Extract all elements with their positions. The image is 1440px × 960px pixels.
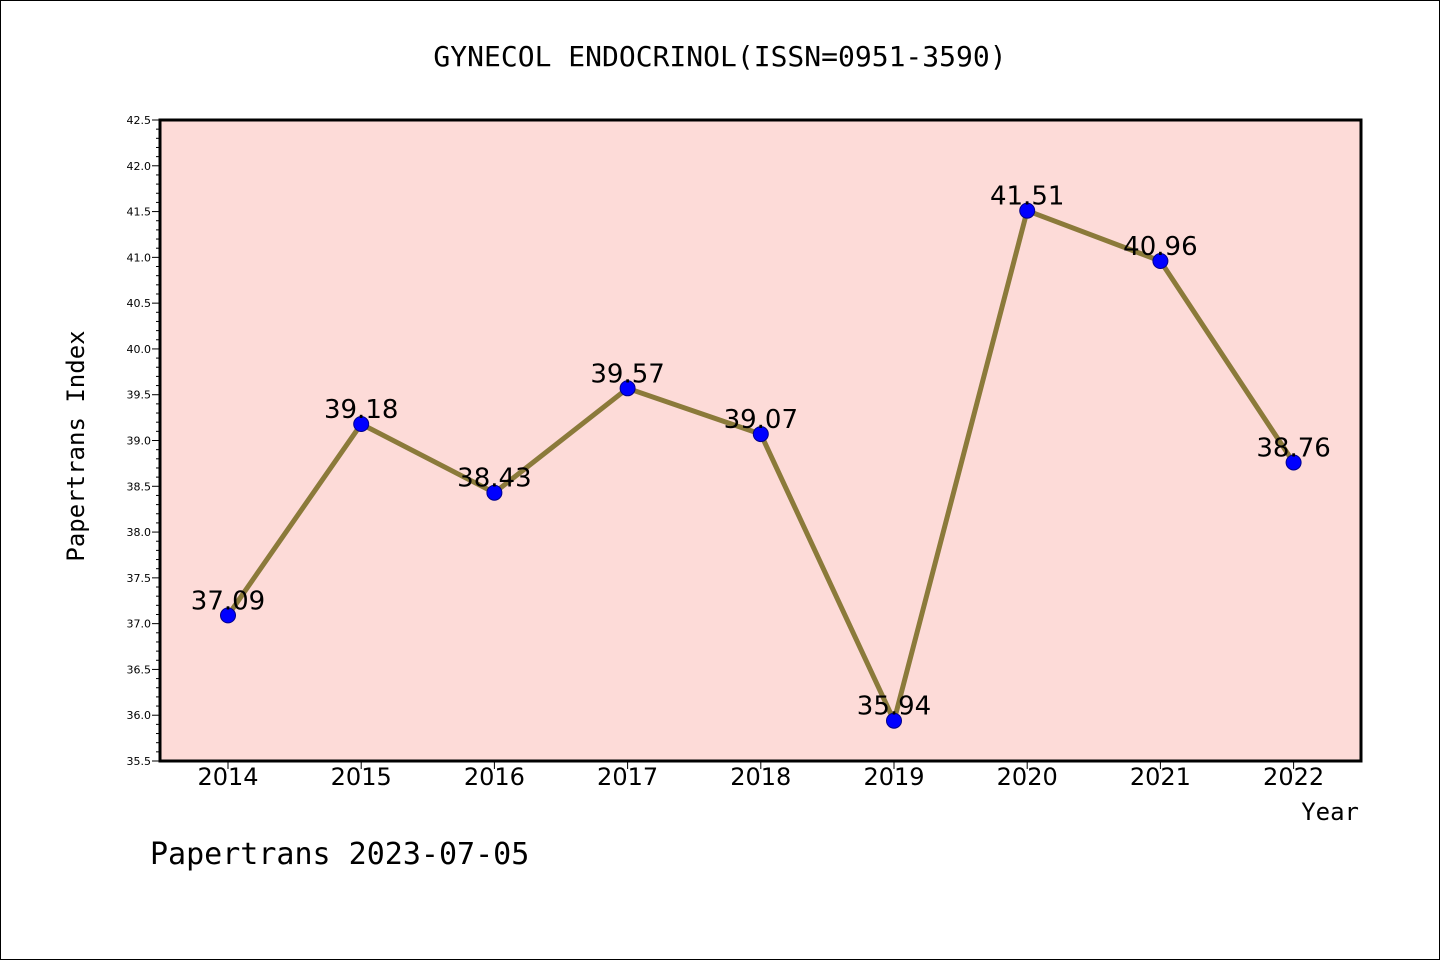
y-tick-label: 41.0 [127,251,152,264]
x-tick-label: 2016 [464,763,525,791]
x-axis-label: Year [1301,798,1359,826]
x-tick-label: 2021 [1130,763,1191,791]
data-point-marker [1152,253,1169,270]
data-label: 39.07 [724,405,798,435]
series-markers-group [220,202,1302,729]
x-tick-label: 2018 [730,763,791,791]
y-tick-label: 37.5 [127,572,152,585]
y-tick-label: 37.0 [127,618,152,631]
x-tick-label: 2014 [197,763,258,791]
x-tick-label: 2017 [597,763,658,791]
y-tick-label: 39.5 [127,389,152,402]
plot-border [158,118,1363,763]
x-tick-label: 2022 [1263,763,1324,791]
data-point-marker [1285,454,1302,471]
y-tick-label: 42.5 [127,114,152,127]
data-point-marker [1019,202,1036,219]
data-point-marker [886,712,902,729]
y-tick-label: 42.0 [127,160,152,173]
x-tick-label: 2015 [331,763,392,791]
data-point-marker [486,484,503,501]
data-point-marker [220,607,236,624]
chart-title: GYNECOL ENDOCRINOL(ISSN=0951-3590) [433,40,1006,73]
data-point-marker [619,380,636,397]
y-axis-label: Papertrans Index [62,330,90,561]
data-label: 39.57 [590,359,664,389]
y-tick-label: 38.0 [127,526,152,539]
x-tick-label: 2019 [863,763,924,791]
data-label: 38.76 [1256,433,1330,463]
data-point-marker [353,416,370,433]
y-tick-label: 39.0 [127,435,152,448]
data-point-marker [752,426,769,443]
data-label: 35.94 [857,692,931,722]
data-labels-group: 37.09 39.18 38.43 39.57 39.07 35.94 41.51 40.96… [191,182,1331,722]
y-tick-label: 36.5 [127,663,152,676]
x-axis-ticks: 2014 2015 2016 2017 2018 2019 2020 2021 2022 [197,761,1324,791]
x-tick-label: 2020 [997,763,1058,791]
data-label: 38.43 [457,464,531,494]
y-tick-label: 36.0 [127,709,152,722]
y-tick-label: 35.5 [127,755,152,768]
data-label: 40.96 [1123,232,1197,262]
y-tick-label: 40.0 [127,343,152,356]
footer-text: Papertrans 2023-07-05 [150,837,529,872]
data-label: 41.51 [990,182,1064,212]
y-tick-label: 38.5 [127,480,152,493]
data-label: 39.18 [324,395,398,425]
y-axis-ticks: 35.5 36.0 36.5 37.0 37.5 38.0 38.5 39.0 39.5 40.0… [127,114,160,768]
y-tick-label: 40.5 [127,297,152,310]
data-label: 37.09 [191,586,265,616]
y-tick-label: 41.5 [127,206,152,219]
